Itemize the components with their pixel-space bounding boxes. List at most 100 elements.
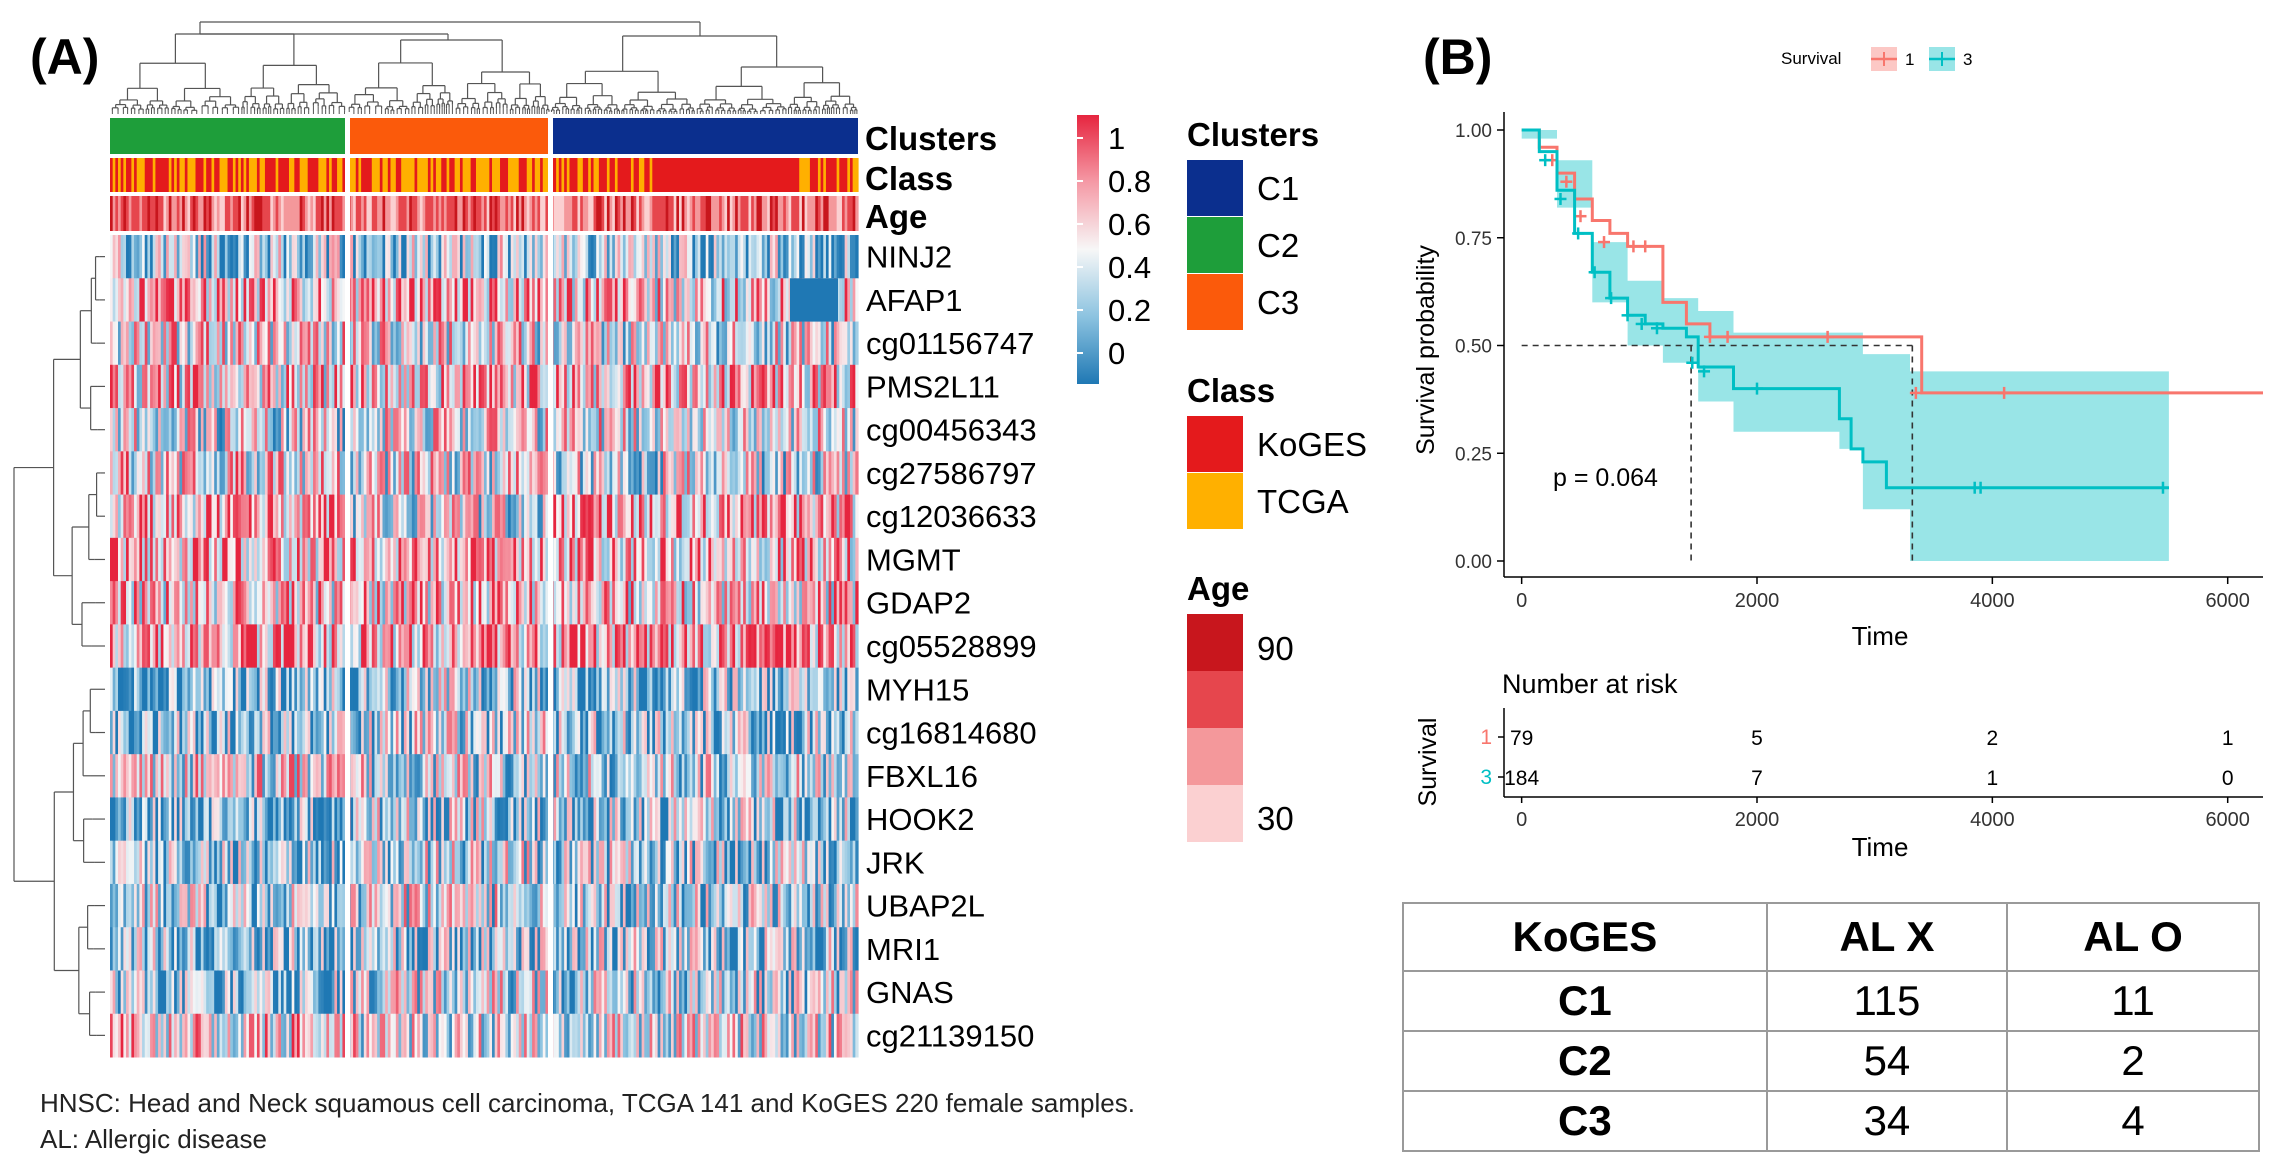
heatmap-cell (110, 754, 114, 798)
class-bar-cell (841, 158, 846, 192)
age-bar-cell (438, 196, 442, 231)
age-bar-cell (288, 196, 293, 231)
heatmap-cell (382, 927, 386, 971)
heatmap-cell (353, 667, 357, 712)
age-bar-cell (390, 196, 394, 231)
heatmap-cell (259, 624, 263, 669)
heatmap-cell (305, 494, 309, 539)
age-bar-cell (337, 196, 341, 231)
heatmap-cell (524, 710, 528, 755)
heatmap-cell (171, 624, 175, 669)
class-bar-cell (454, 158, 458, 192)
heatmap-cell (179, 408, 183, 452)
heatmap-cell (166, 537, 170, 582)
heatmap-cell (457, 667, 461, 712)
age-bar-cell (705, 196, 709, 231)
heatmap-cell (438, 970, 442, 1015)
heatmap-cell (275, 494, 279, 539)
heatmap-cell (208, 235, 213, 279)
heatmap-cell (190, 494, 194, 539)
heatmap-cell (326, 494, 330, 539)
heatmap-cell (118, 927, 122, 971)
heatmap-cell (492, 667, 496, 712)
heatmap-cell (246, 581, 250, 625)
heatmap-cell (435, 883, 440, 928)
heatmap-cell (187, 364, 191, 409)
heatmap-cell (379, 754, 384, 798)
heatmap-cell (248, 927, 253, 971)
heatmap-cell (446, 494, 450, 539)
heatmap-cell (163, 278, 167, 323)
heatmap-cell (160, 408, 165, 452)
heatmap-cell (238, 710, 242, 755)
heatmap-cell (588, 624, 592, 669)
class-bar-cell (521, 158, 525, 192)
heatmap-cell (206, 451, 210, 496)
heatmap-cell (200, 321, 205, 366)
heatmap-cell (403, 537, 408, 582)
heatmap-cell (126, 321, 130, 366)
heatmap-cell (195, 278, 199, 323)
heatmap-cell (529, 710, 533, 755)
class-bar-cell (855, 158, 859, 192)
heatmap-cell (406, 278, 410, 323)
heatmap-cell (497, 797, 501, 842)
heatmap-cell (112, 278, 116, 323)
heatmap-cell (537, 408, 541, 452)
heatmap-cell (395, 278, 400, 323)
heatmap-cell (262, 235, 266, 279)
heatmap-cell (382, 278, 386, 323)
heatmap-cell (473, 494, 477, 539)
heatmap-cell (574, 1013, 579, 1058)
heatmap-cell (270, 408, 274, 452)
heatmap-cell (294, 408, 298, 452)
heatmap-cell (475, 408, 480, 452)
heatmap-cell (558, 710, 563, 755)
heatmap-cell (168, 754, 173, 798)
heatmap-cell (163, 754, 167, 798)
heatmap-cell (588, 451, 592, 496)
heatmap-cell (251, 710, 255, 755)
heatmap-cell (168, 451, 173, 496)
heatmap-cell (553, 364, 557, 409)
heatmap-cell (262, 581, 266, 625)
heatmap-cell (168, 970, 173, 1015)
heatmap-cell (160, 235, 165, 279)
heatmap-cell (390, 667, 394, 712)
heatmap-cell (500, 1013, 504, 1058)
age-bar-cell (203, 196, 207, 231)
heatmap-cell (302, 840, 306, 885)
heatmap-cell (516, 883, 520, 928)
heatmap-cell (283, 883, 287, 928)
heatmap-cell (321, 624, 325, 669)
heatmap-cell (136, 494, 140, 539)
heatmap-cell (505, 1013, 509, 1058)
heatmap-cell (150, 235, 154, 279)
heatmap-cell (142, 710, 146, 755)
heatmap-cell (206, 408, 210, 452)
heatmap-cell (377, 797, 381, 842)
heatmap-cell (334, 537, 338, 582)
class-bar-cell (232, 158, 237, 192)
heatmap-cell (387, 537, 392, 582)
heatmap-cell (558, 797, 563, 842)
heatmap-cell (139, 364, 143, 409)
heatmap-cell (433, 840, 437, 885)
class-bar-cell (240, 158, 245, 192)
heatmap-cell (216, 710, 221, 755)
heatmap-cell (374, 710, 378, 755)
heatmap-cell (406, 581, 410, 625)
class-bar-cell (297, 158, 301, 192)
heatmap-cell (492, 710, 496, 755)
class-bar-cell (393, 158, 397, 192)
heatmap-cell (126, 278, 130, 323)
heatmap-cell (267, 321, 271, 366)
heatmap-cell (118, 451, 122, 496)
heatmap-cell (337, 710, 341, 755)
heatmap-cell (272, 1013, 277, 1058)
heatmap-cell (465, 883, 469, 928)
heatmap-cell (385, 581, 389, 625)
class-bar-cell (385, 158, 389, 192)
heatmap-cell (211, 321, 215, 366)
class-bar-cell (516, 158, 520, 192)
